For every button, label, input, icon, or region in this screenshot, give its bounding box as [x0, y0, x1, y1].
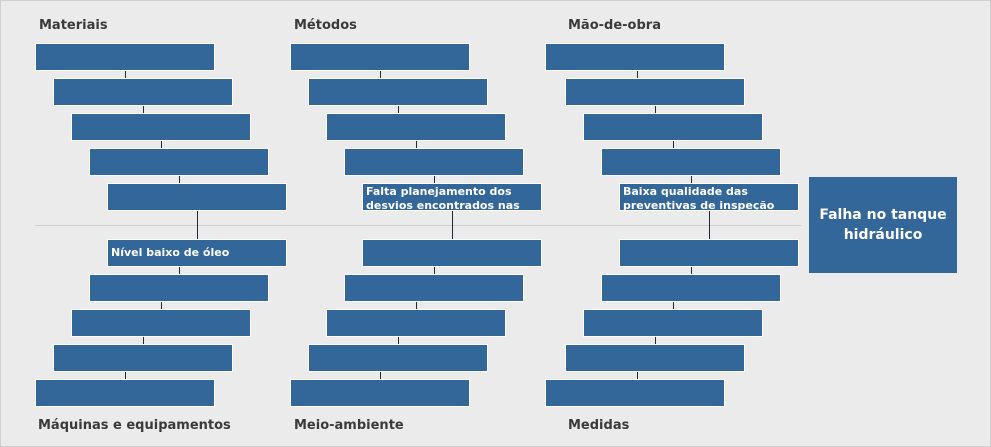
cause-box-empty — [619, 239, 799, 267]
connector — [709, 209, 710, 241]
connector — [125, 69, 126, 79]
cause-box-empty — [601, 274, 781, 302]
cause-box-empty — [362, 239, 542, 267]
cause-box-empty — [53, 78, 233, 106]
cause-box-empty — [89, 274, 269, 302]
connector — [179, 265, 180, 275]
cause-box-baixa-qualidade: Baixa qualidade das preventivas de inspe… — [619, 183, 799, 211]
category-label-maquinas: Máquinas e equipamentos — [38, 418, 231, 433]
cause-box-empty — [89, 148, 269, 176]
category-label-materiais: Materiais — [39, 18, 108, 33]
cause-box-empty — [35, 379, 215, 407]
connector — [380, 370, 381, 380]
cause-box-empty — [107, 183, 287, 211]
cause-box-empty — [583, 113, 763, 141]
connector — [434, 265, 435, 275]
cause-box-empty — [308, 344, 488, 372]
connector — [691, 174, 692, 184]
cause-box-nivel-oleo: Nível baixo de óleo — [107, 239, 287, 267]
connector — [197, 209, 198, 241]
connector — [161, 139, 162, 149]
cause-box-empty — [601, 148, 781, 176]
main-spine — [35, 225, 801, 226]
connector — [452, 209, 453, 241]
connector — [655, 335, 656, 345]
connector — [637, 69, 638, 79]
cause-box-empty — [565, 78, 745, 106]
connector — [398, 335, 399, 345]
connector — [416, 300, 417, 310]
connector — [637, 370, 638, 380]
cause-box-empty — [326, 113, 506, 141]
category-label-metodos: Métodos — [294, 18, 357, 33]
cause-box-empty — [545, 379, 725, 407]
connector — [434, 174, 435, 184]
category-label-medidas: Medidas — [568, 418, 630, 433]
effect-label: Falha no tanque hidráulico — [819, 207, 947, 243]
connector — [143, 335, 144, 345]
connector — [416, 139, 417, 149]
connector — [398, 104, 399, 114]
cause-box-empty — [344, 148, 524, 176]
cause-box-empty — [308, 78, 488, 106]
cause-box-falta-planejamento: Falta planejamento dos desvios encontrad… — [362, 183, 542, 211]
cause-box-empty — [545, 43, 725, 71]
connector — [125, 370, 126, 380]
cause-box-empty — [565, 344, 745, 372]
cause-box-empty — [344, 274, 524, 302]
connector — [655, 104, 656, 114]
cause-box-empty — [326, 309, 506, 337]
connector — [161, 300, 162, 310]
cause-box-empty — [290, 43, 470, 71]
cause-box-empty — [71, 113, 251, 141]
category-label-meio-ambiente: Meio-ambiente — [294, 418, 404, 433]
connector — [691, 265, 692, 275]
cause-box-empty — [583, 309, 763, 337]
connector — [143, 104, 144, 114]
connector — [673, 300, 674, 310]
cause-box-empty — [71, 309, 251, 337]
cause-box-empty — [35, 43, 215, 71]
cause-box-empty — [290, 379, 470, 407]
connector — [179, 174, 180, 184]
category-label-mao-de-obra: Mão-de-obra — [568, 18, 661, 33]
connector — [673, 139, 674, 149]
cause-box-empty — [53, 344, 233, 372]
connector — [380, 69, 381, 79]
effect-box: Falha no tanque hidráulico — [809, 177, 957, 273]
